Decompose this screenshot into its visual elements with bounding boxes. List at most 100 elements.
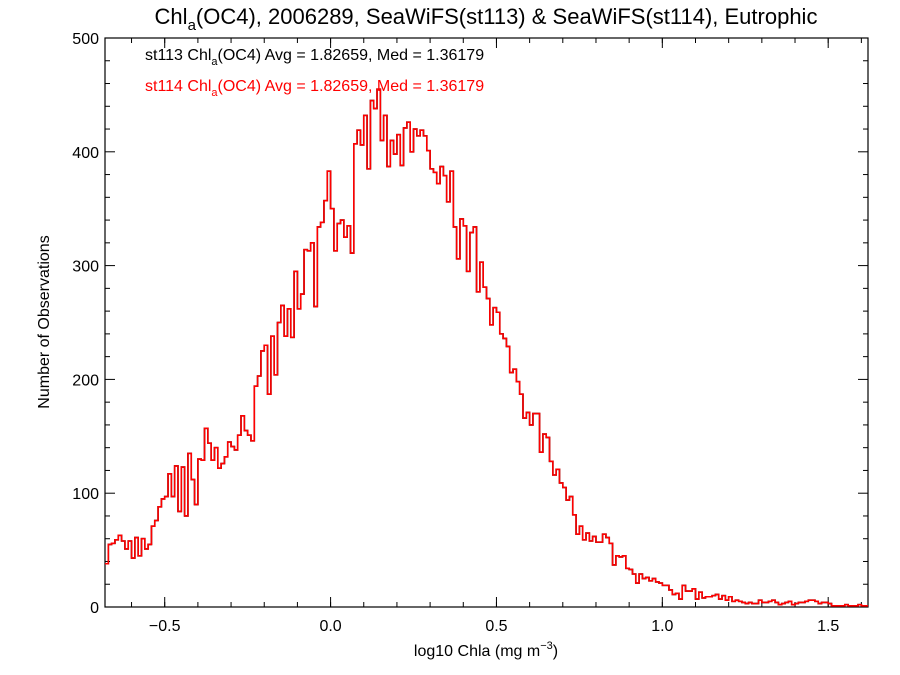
histogram-bin (274, 375, 277, 607)
histogram-bin (337, 223, 340, 607)
histogram-bin (626, 568, 629, 607)
y-tick-label: 100 (72, 486, 99, 503)
histogram-bin (410, 152, 413, 607)
histogram-bin (364, 115, 367, 607)
legend-entry-st114: st114 Chla(OC4) Avg = 1.82659, Med = 1.3… (145, 78, 484, 99)
histogram-bin (397, 135, 400, 607)
histogram-bin (414, 129, 417, 607)
histogram-bin (417, 136, 420, 607)
histogram-bin (281, 305, 284, 607)
histogram-bin (268, 394, 271, 607)
histogram-bin (224, 457, 227, 607)
legend-st114-post: (OC4) Avg = 1.82659, Med = 1.36179 (218, 78, 485, 95)
histogram-bin (437, 184, 440, 607)
histogram-bin (576, 534, 579, 607)
histogram-bin (496, 312, 499, 607)
histogram-bin (636, 583, 639, 607)
histogram-bin (440, 167, 443, 607)
histogram-bin (619, 557, 622, 607)
histogram-bin (341, 220, 344, 607)
histogram-bin (493, 308, 496, 607)
histogram-bin (178, 511, 181, 607)
histogram-bin (487, 299, 490, 607)
histogram-bin (636, 583, 639, 607)
histogram-bin (301, 294, 304, 607)
histogram-bin (732, 601, 735, 607)
histogram-bin (603, 534, 606, 607)
histogram-bin (238, 435, 241, 607)
histogram-bin (457, 259, 460, 607)
histogram-bin (613, 565, 616, 607)
series-st113 (105, 88, 868, 607)
histogram-bin (158, 507, 161, 607)
histogram-bin (118, 535, 121, 607)
histogram-bin (234, 450, 237, 607)
histogram-bin (523, 418, 526, 607)
histogram-bin (583, 540, 586, 607)
histogram-bin (268, 394, 271, 607)
histogram-bin (208, 443, 211, 607)
histogram-bin (224, 457, 227, 607)
histogram-bin (483, 287, 486, 607)
histogram-bin (453, 227, 456, 607)
histogram-bin (397, 135, 400, 607)
histogram-bin (347, 226, 350, 607)
histogram-bin (211, 460, 214, 607)
histogram-bin (433, 172, 436, 607)
histogram-bin (241, 416, 244, 607)
histogram-bin (122, 541, 125, 607)
histogram-bin (214, 448, 217, 607)
histogram-bin (314, 307, 317, 607)
histogram-bin (314, 307, 317, 607)
histogram-bin (122, 541, 125, 607)
histogram-bin (423, 136, 426, 607)
histogram-bin (603, 534, 606, 607)
histogram-bin (331, 209, 334, 607)
histogram-bin (360, 145, 363, 607)
histogram-bin (324, 201, 327, 607)
histogram-bin (457, 259, 460, 607)
histogram-bin (470, 233, 473, 607)
histogram-bin (450, 171, 453, 607)
histogram-bin (125, 549, 128, 607)
histogram-bin (158, 507, 161, 607)
histogram-bin (526, 412, 529, 607)
histogram-bin (500, 334, 503, 607)
histogram-bin (523, 418, 526, 607)
histogram-bin (516, 382, 519, 607)
histogram-bin (732, 601, 735, 607)
histogram-bin (709, 597, 712, 607)
histogram-bin (702, 598, 705, 607)
x-tick-label: 1.0 (651, 618, 673, 635)
histogram-bin (540, 452, 543, 607)
legend-st113-sub: a (211, 56, 218, 68)
x-tick-label: 1.5 (817, 618, 839, 635)
histogram-bin (334, 251, 337, 607)
histogram-bin (450, 171, 453, 607)
y-tick-label: 400 (72, 145, 99, 162)
histogram-bin (221, 464, 224, 607)
histogram-bin (719, 599, 722, 607)
histogram-bin (400, 165, 403, 607)
histogram-bin (248, 435, 251, 607)
histogram-bin (467, 271, 470, 607)
histogram-bin (516, 382, 519, 607)
histogram-bin (500, 334, 503, 607)
histogram-bin (447, 202, 450, 607)
histogram-bin (155, 521, 158, 607)
histogram-bin (261, 351, 264, 607)
histogram-bin (394, 154, 397, 607)
histogram-bin (145, 549, 148, 607)
histogram-bin (208, 443, 211, 607)
chart-title-base: Chl (155, 4, 188, 29)
x-axis-label-text: log10 Chla (mg m (414, 643, 540, 660)
histogram-bin (231, 447, 234, 607)
histogram-bin (477, 292, 480, 607)
x-axis-label: log10 Chla (mg m−3) (414, 640, 558, 660)
histogram-bin (161, 499, 164, 607)
histogram-bin (360, 145, 363, 607)
x-axis-ticks: −0.5 0.0 0.5 1.0 1.5 (131, 38, 862, 635)
histogram-bin (221, 464, 224, 607)
histogram-bin (161, 499, 164, 607)
